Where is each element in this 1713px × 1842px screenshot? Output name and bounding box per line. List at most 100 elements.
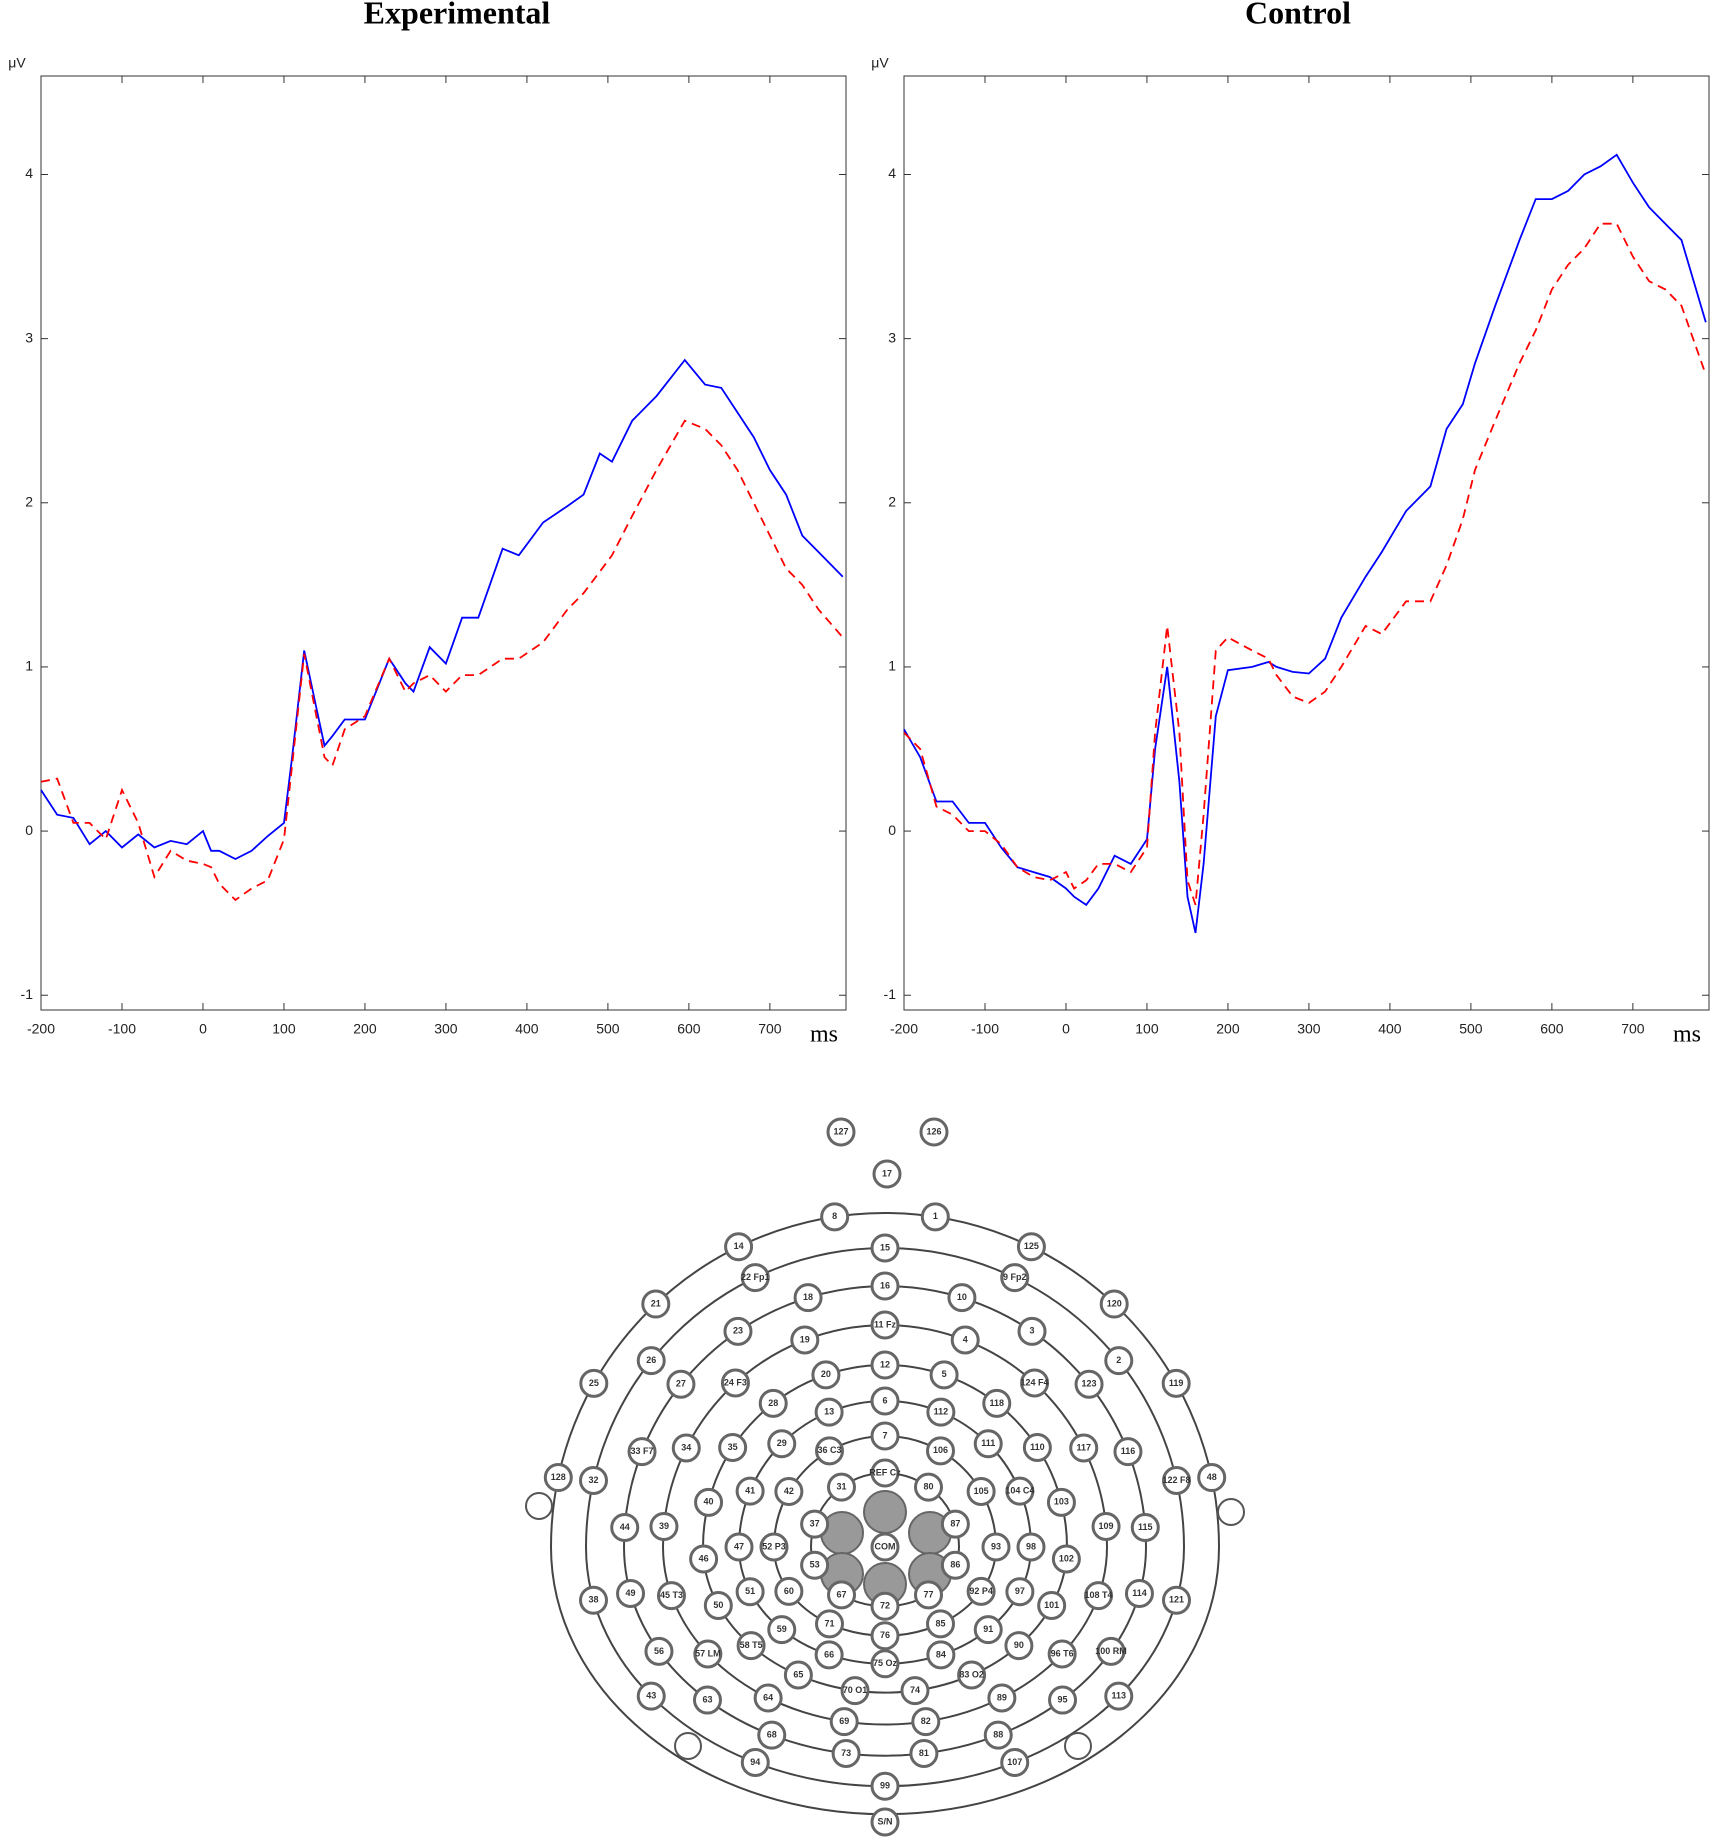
electrode: [666, 1369, 696, 1399]
electrode-label: 103: [1054, 1497, 1069, 1507]
electrode-label: 67: [836, 1589, 846, 1599]
electrode: [793, 1283, 823, 1313]
electrode-label: 45 T3: [660, 1590, 683, 1600]
chart-title: Experimental: [364, 0, 551, 30]
electrode: [720, 1368, 750, 1398]
electrode: [811, 1360, 841, 1390]
x-axis-label: ms: [810, 1022, 838, 1048]
electrode: [926, 1397, 956, 1427]
electrode: [820, 1202, 850, 1232]
electrode: [1017, 1316, 1047, 1346]
electrode: [929, 1360, 959, 1390]
electrode: [966, 1576, 996, 1606]
electrode: [870, 1386, 900, 1416]
y-tick-label: 3: [888, 329, 896, 345]
electrode: [870, 1350, 900, 1380]
electrode: [926, 1609, 955, 1639]
electrode: [694, 1487, 724, 1517]
electrode: [870, 1310, 900, 1340]
electrode: [757, 1720, 787, 1750]
data-line: [40, 358, 844, 861]
electrode: [774, 1576, 804, 1606]
electrode: [1047, 1639, 1077, 1669]
electrode-label: 93: [991, 1541, 1001, 1551]
electrode: [1004, 1631, 1034, 1661]
electrode-label: 38: [588, 1595, 598, 1605]
electrode-label: 90: [1014, 1640, 1024, 1650]
x-tick-label: 500: [596, 1021, 620, 1037]
electrode-label: 94: [750, 1757, 760, 1767]
electrode: [578, 1465, 608, 1495]
electrode-label: 10: [957, 1292, 967, 1302]
electrode: [641, 1289, 671, 1319]
x-tick-label: 100: [272, 1021, 296, 1037]
electrode-label: 85: [935, 1618, 945, 1628]
electrode-label: 52 P3: [762, 1541, 786, 1551]
electrode-label: 117: [1076, 1442, 1091, 1452]
electrode-label: 86: [950, 1560, 960, 1570]
electrode-label: 89: [997, 1692, 1007, 1702]
electrode-label: 109: [1099, 1521, 1114, 1531]
electrode-label: 96 T6: [1051, 1648, 1074, 1658]
x-tick-label: 200: [353, 1021, 377, 1037]
electrode-label: 80: [923, 1482, 933, 1492]
electrode-label: 25: [589, 1378, 599, 1388]
electrode: [1046, 1487, 1076, 1517]
electrode-label: 21: [651, 1298, 661, 1308]
ring: [550, 1212, 1221, 1816]
electrode-label: 20: [821, 1369, 831, 1379]
electrode: [1022, 1432, 1052, 1462]
data-line: [40, 419, 844, 902]
electrode: [1005, 1476, 1035, 1506]
electrode-label: 26: [646, 1355, 656, 1365]
electrode-label: 34: [681, 1442, 691, 1452]
open-electrode: [525, 1492, 553, 1520]
electrode: [1161, 1368, 1191, 1398]
x-tick-label: -100: [971, 1021, 999, 1037]
electrode-label: 29: [777, 1438, 787, 1448]
x-tick-label: 700: [758, 1021, 782, 1037]
electrode: [829, 1707, 859, 1737]
electrode: [1005, 1577, 1035, 1607]
electrode-label: 13: [824, 1406, 834, 1416]
electrode-label: 4: [963, 1334, 968, 1344]
electrode: [1197, 1463, 1227, 1493]
y-tick-label: 4: [888, 165, 896, 181]
electrode: [870, 1458, 900, 1488]
electrode: [740, 1263, 770, 1293]
electrode-label: 84: [936, 1649, 946, 1659]
electrode-label: 22 Fp1: [741, 1272, 770, 1282]
electrode: [926, 1436, 955, 1466]
electrode: [610, 1512, 640, 1542]
electrode-label: 73: [841, 1748, 851, 1758]
electrode-label: 124 F4: [1021, 1377, 1049, 1387]
electrode: [692, 1685, 722, 1715]
electrode: [913, 1472, 943, 1502]
electrode: [826, 1117, 856, 1147]
y-tick-label: -1: [21, 986, 34, 1002]
electrode-label: 15: [880, 1242, 890, 1252]
electrode: [578, 1585, 608, 1615]
electrode-label: 17: [882, 1168, 892, 1178]
electrode: [1104, 1346, 1134, 1376]
electrode-label: 56: [654, 1646, 664, 1656]
electrode-label: 112: [934, 1406, 949, 1416]
electrode: [913, 1580, 943, 1610]
ring: [585, 1247, 1186, 1788]
electrode-label: 74: [910, 1685, 920, 1695]
y-tick-label: 1: [25, 658, 33, 674]
electrode-label: 51: [745, 1586, 755, 1596]
x-tick-label: 400: [1378, 1021, 1402, 1037]
electrode-label: COM: [875, 1541, 896, 1551]
electrode: [724, 1232, 754, 1262]
electrode-label: 83 O2: [959, 1669, 984, 1679]
electrode-label: 115: [1138, 1522, 1153, 1532]
electrode-label: 65: [793, 1669, 803, 1679]
electrode: [758, 1388, 788, 1418]
electrode-label: 75 Oz: [873, 1658, 898, 1668]
electrode: [689, 1544, 719, 1574]
electrode: [1099, 1289, 1129, 1319]
electrode-label: 42: [784, 1486, 794, 1496]
ring: [623, 1285, 1148, 1757]
